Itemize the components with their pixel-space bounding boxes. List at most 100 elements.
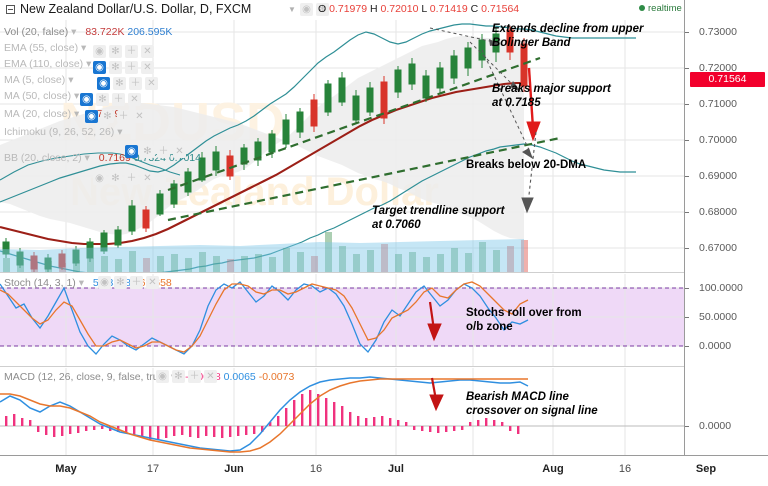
gear-icon[interactable]: ✻ (316, 3, 329, 16)
legend-ichimoku[interactable]: Ichimoku (9, 26, 52, 26) ▾ (4, 126, 123, 138)
gear-icon[interactable]: ✻ (141, 145, 154, 158)
eye-icon[interactable]: ◉ (93, 61, 106, 74)
legend-ema110-name: EMA (110, close) (4, 58, 84, 70)
eye-icon[interactable]: ◉ (125, 145, 138, 158)
gear-icon[interactable]: ✻ (109, 45, 122, 58)
eye-icon[interactable]: ◉ (80, 93, 93, 106)
trendline-lower[interactable] (167, 136, 561, 222)
legend-ichimoku-name: Ichimoku (9, 26, 52, 26) (4, 126, 115, 138)
plus-icon[interactable]: ＋ (129, 77, 142, 90)
ohlc-h-label: H (369, 3, 378, 15)
price-axis-label-2: 0.71000 (699, 98, 737, 110)
eye-icon[interactable]: ◉ (97, 77, 110, 90)
annotation-breaks-support-line1: Breaks major support (492, 83, 611, 95)
time-tick-aug: Aug (542, 463, 564, 475)
realtime-dot-icon (639, 5, 645, 11)
stochastic-pane[interactable]: Stoch (14, 3, 1) ▾ 50.3538 66.5658 ◉ ✻ ＋… (0, 274, 684, 366)
macd-line (0, 376, 529, 452)
time-tick-16b: 16 (618, 463, 632, 475)
eye-icon[interactable]: ◉ (300, 3, 313, 16)
annotation-extends-decline-line2: Bolinger Band (492, 37, 571, 49)
trendline-upper[interactable] (167, 56, 541, 192)
legend-ema55[interactable]: EMA (55, close) ▾ (4, 42, 87, 54)
annotation-stochs-rollover-line2: o/b zone (466, 321, 513, 333)
eye-icon[interactable]: ◉ (98, 276, 111, 289)
stoch-k-line (0, 281, 529, 355)
price-pane[interactable]: NZDUSD New Zealand Dollar (0, 20, 684, 272)
price-axis-label-4: 0.69000 (699, 170, 737, 182)
realtime-label: realtime (648, 3, 682, 14)
price-axis-label-3: 0.70000 (699, 134, 737, 146)
close-icon[interactable]: ✕ (204, 370, 217, 383)
price-scale[interactable]: 0.73000 0.72000 0.71564 0.71000 0.70000 … (684, 0, 768, 455)
legend-vol[interactable]: Vol (20, false) ▾ 83.722K 206.595K (4, 26, 173, 38)
plus-icon[interactable]: ＋ (188, 370, 201, 383)
macd-axis-label-0: 0.0000 (699, 420, 732, 432)
candlestick-series (2, 26, 528, 272)
plus-icon[interactable]: ＋ (130, 276, 143, 289)
chart-titlebar: New Zealand Dollar/U.S. Dollar, D, FXCM … (0, 0, 768, 20)
legend-macd-value-2: 0.0065 (223, 371, 256, 383)
ohlc-c-label: C (470, 3, 479, 15)
legend-stoch[interactable]: Stoch (14, 3, 1) ▾ 50.3538 66.5658 (4, 277, 172, 289)
annotation-leader-lines (429, 27, 533, 159)
close-icon[interactable]: ✕ (173, 145, 186, 158)
chevron-down-icon[interactable]: ▼ (288, 5, 296, 14)
eye-icon[interactable]: ◉ (85, 110, 98, 123)
price-axis-label-0: 0.73000 (699, 26, 737, 38)
close-icon[interactable]: ✕ (145, 77, 158, 90)
legend-bb[interactable]: BB (20, close, 2) ▾ 0.7169 0.7324 0.7014 (4, 152, 201, 164)
legend-macd-value-3: -0.0073 (258, 371, 295, 383)
target-arrow-icon (521, 131, 537, 214)
annotation-extends-decline-line1: Extends decline from upper (492, 23, 644, 35)
plus-icon[interactable]: ＋ (117, 110, 130, 123)
plus-icon[interactable]: ＋ (112, 93, 125, 106)
eye-icon[interactable]: ◉ (156, 370, 169, 383)
plus-icon[interactable]: ＋ (125, 61, 138, 74)
eye-icon[interactable]: ◉ (93, 45, 106, 58)
annotation-breaks-support: Breaks major support at 0.7185 (492, 82, 611, 110)
ohlc-o-value: 0.71979 (329, 3, 368, 15)
pane-divider-macd (0, 366, 768, 367)
legend-vol-value-1: 83.722K (85, 26, 125, 38)
bollinger-fill (0, 36, 524, 240)
legend-ma50[interactable]: MA (50, close) ▾ (4, 90, 80, 102)
macd-pane[interactable]: MACD (12, 26, close, 9, false, true) ▾ -… (0, 368, 684, 455)
legend-macd[interactable]: MACD (12, 26, close, 9, false, true) ▾ -… (4, 371, 294, 383)
legend-ma5[interactable]: MA (5, close) ▾ (4, 74, 74, 86)
gear-icon[interactable]: ✻ (101, 110, 114, 123)
annotation-bearish-macd-line2: crossover on signal line (466, 405, 598, 417)
gear-icon[interactable]: ✻ (96, 93, 109, 106)
gear-icon[interactable]: ✻ (109, 61, 122, 74)
gear-icon[interactable]: ✻ (172, 370, 185, 383)
plus-icon[interactable]: ＋ (125, 172, 138, 185)
plus-icon[interactable]: ＋ (125, 45, 138, 58)
legend-stoch-name: Stoch (14, 3, 1) (4, 277, 76, 289)
macd-chart-svg (0, 368, 684, 455)
plus-icon[interactable]: ＋ (157, 145, 170, 158)
ohlc-readout: O 0.71979 H 0.72010 L 0.71419 C 0.71564 (318, 3, 519, 15)
legend-ma20-name: MA (20, close) (4, 108, 72, 120)
eye-icon[interactable]: ◉ (93, 172, 106, 185)
volume-bars (3, 232, 528, 272)
price-axis-label-5: 0.68000 (699, 206, 737, 218)
gear-icon[interactable]: ✻ (113, 77, 126, 90)
gear-icon[interactable]: ✻ (114, 276, 127, 289)
minus-box-icon[interactable] (6, 5, 15, 14)
gear-icon[interactable]: ✻ (109, 172, 122, 185)
time-tick-may: May (55, 463, 77, 475)
close-icon[interactable]: ✕ (146, 276, 159, 289)
price-axis-label-1: 0.72000 (699, 62, 737, 74)
annotation-breaks-support-line2: at 0.7185 (492, 97, 541, 109)
close-icon[interactable]: ✕ (141, 61, 154, 74)
close-icon[interactable]: ✕ (141, 172, 154, 185)
close-icon[interactable]: ✕ (128, 93, 141, 106)
legend-bb-value-1: 0.7169 (98, 152, 131, 164)
time-tick-jun: Jun (224, 463, 244, 475)
stoch-arrow-icon (427, 301, 442, 342)
close-icon[interactable]: ✕ (141, 45, 154, 58)
legend-ema110[interactable]: EMA (110, close) ▾ (4, 58, 92, 70)
time-scale[interactable]: May 17 Jun 16 Jul Aug 16 Sep (0, 455, 768, 486)
close-icon[interactable]: ✕ (133, 110, 146, 123)
